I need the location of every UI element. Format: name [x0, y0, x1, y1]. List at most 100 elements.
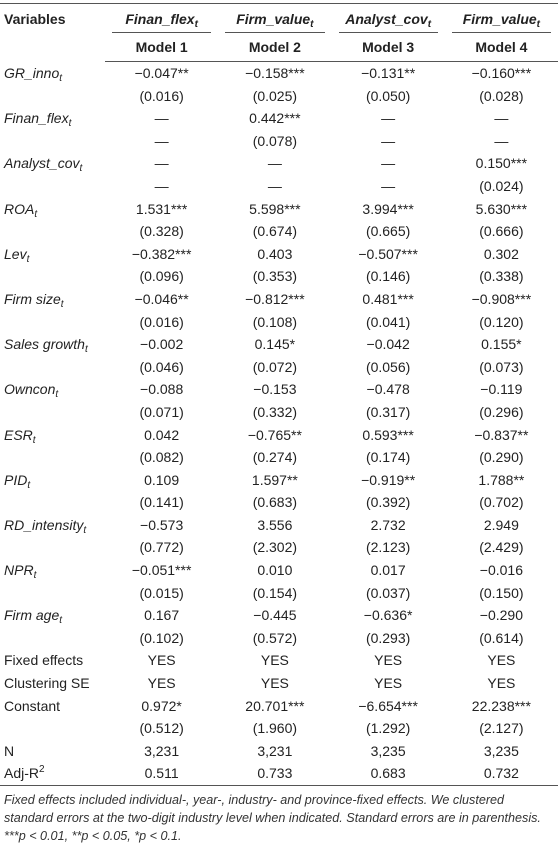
cell: (0.015): [139, 584, 184, 601]
cell: —: [154, 132, 169, 149]
table-row: (0.096) (0.353) (0.146) (0.338): [0, 265, 558, 288]
dependent-name: Firm_valuet: [451, 4, 551, 33]
label-text: Analyst_cov: [345, 11, 428, 27]
cell: −0.046**: [134, 290, 189, 307]
cell: (0.071): [139, 403, 184, 420]
table-row: GR_innot −0.047** −0.158*** −0.131** −0.160*…: [0, 62, 558, 85]
table-row: Levt −0.382*** 0.403 −0.507*** 0.302: [0, 243, 558, 266]
cell: 0.593***: [362, 426, 414, 443]
table-row: (0.015) (0.154) (0.037) (0.150): [0, 582, 558, 605]
table-row: (0.102) (0.572) (0.293) (0.614): [0, 627, 558, 650]
cell: (0.024): [479, 177, 524, 194]
label-text: PID: [4, 471, 28, 488]
cell: —: [154, 177, 169, 194]
label-text: Sales growth: [4, 336, 85, 353]
table-row: Firm aget 0.167 −0.445 −0.636* −0.290: [0, 604, 558, 627]
cell: (0.146): [365, 268, 411, 285]
cell: −0.837**: [474, 426, 529, 443]
cell: 5.598***: [249, 200, 301, 217]
cell: −0.016: [479, 562, 523, 579]
cell: (1.960): [252, 720, 298, 737]
label-subscript: t: [55, 389, 59, 401]
cell: (0.025): [252, 87, 298, 104]
table-row: PIDt 0.109 1.597** −0.919** 1.788**: [0, 469, 558, 492]
row-label: Firm aget: [0, 604, 105, 627]
cell: 0.972*: [141, 697, 182, 714]
cell: −0.158***: [245, 65, 305, 81]
cell: (0.037): [365, 584, 411, 601]
table-row: N 3,231 3,231 3,235 3,235: [0, 740, 558, 763]
label-subscript: t: [27, 479, 31, 491]
variables-header: Variables: [0, 3, 105, 62]
cell: (0.665): [365, 223, 411, 240]
cell: −0.812***: [245, 290, 305, 307]
row-label: [0, 627, 105, 650]
cell: (0.072): [252, 358, 298, 375]
row-label: Analyst_covt: [0, 152, 105, 175]
label-subscript: t: [427, 19, 432, 30]
cell: 0.733: [218, 762, 332, 787]
label-text: NPR: [4, 562, 34, 579]
cell: (0.512): [139, 720, 184, 737]
cell: —: [267, 177, 282, 194]
label-text: Adj-R: [4, 765, 40, 782]
cell: (0.154): [252, 584, 298, 601]
table-row: Firm sizet −0.046** −0.812*** 0.481*** −0.90…: [0, 288, 558, 311]
cell: (0.353): [252, 268, 298, 285]
cell: 3.994***: [362, 200, 414, 217]
cell: −0.919**: [361, 471, 416, 488]
model-header: Model 2: [218, 33, 332, 62]
label-text: Analyst_cov: [4, 155, 80, 172]
dependent-name: Analyst_covt: [338, 4, 438, 33]
cell: (0.150): [479, 584, 524, 601]
row-label: N: [0, 740, 105, 763]
dependent-header: Analyst_covt: [331, 3, 445, 33]
row-label: Firm sizet: [0, 288, 105, 311]
label-subscript: t: [34, 208, 38, 220]
cell: (0.702): [479, 494, 524, 511]
cell: (0.056): [365, 358, 411, 375]
label-text: Firm age: [4, 607, 60, 624]
label-text: GR_inno: [4, 64, 60, 81]
cell: (0.317): [365, 403, 411, 420]
cell: (0.174): [365, 449, 411, 466]
cell: —: [267, 155, 282, 172]
cell: (0.141): [139, 494, 184, 511]
model-header: Model 3: [331, 33, 445, 62]
row-label: NPRt: [0, 559, 105, 582]
row-label: Fixed effects: [0, 649, 105, 672]
label-text: Constant: [4, 697, 61, 714]
cell: 0.511: [105, 762, 219, 787]
table-row: (0.328) (0.674) (0.665) (0.666): [0, 220, 558, 243]
cell: (2.127): [479, 720, 524, 737]
table-row: — — — (0.024): [0, 175, 558, 198]
cell: −0.636*: [363, 607, 413, 624]
cell: 0.145*: [254, 336, 296, 353]
table-row: Adj-R2 0.511 0.733 0.683 0.732: [0, 762, 558, 787]
label-text: Fixed effects: [4, 652, 84, 669]
cell: 1.531***: [135, 200, 188, 217]
dependent-header: Firm_valuet: [218, 3, 332, 33]
cell: 0.403: [257, 245, 293, 262]
cell: 3,235: [370, 742, 406, 759]
table-row: Analyst_covt — — — 0.150***: [0, 152, 558, 175]
cell: —: [381, 110, 396, 127]
row-label: Finan_flext: [0, 107, 105, 130]
cell: (1.292): [365, 720, 411, 737]
model-name: Model 2: [248, 39, 301, 55]
cell: (0.614): [479, 629, 524, 646]
cell: —: [154, 155, 169, 172]
cell: (0.392): [365, 494, 411, 511]
model-header: Model 1: [105, 33, 219, 62]
model-row: Model 1 Model 2 Model 3 Model 4: [0, 33, 558, 62]
row-label: [0, 536, 105, 559]
cell: −0.119: [480, 381, 523, 398]
cell: (0.274): [252, 449, 298, 466]
table-row: Constant 0.972* 20.701*** −6.654*** 22.238**…: [0, 695, 558, 718]
cell: (0.028): [479, 87, 524, 104]
cell: YES: [260, 652, 289, 669]
row-label: [0, 356, 105, 379]
row-label: [0, 311, 105, 334]
row-label: [0, 491, 105, 514]
label-text: Lev: [4, 245, 27, 262]
